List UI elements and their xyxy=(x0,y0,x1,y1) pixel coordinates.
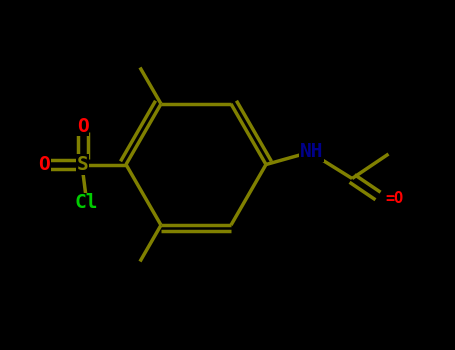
Text: O: O xyxy=(38,155,50,174)
Text: =O: =O xyxy=(386,191,404,205)
Text: S: S xyxy=(77,155,88,174)
Text: NH: NH xyxy=(300,142,323,161)
Text: Cl: Cl xyxy=(74,194,98,212)
Text: O: O xyxy=(77,117,88,135)
